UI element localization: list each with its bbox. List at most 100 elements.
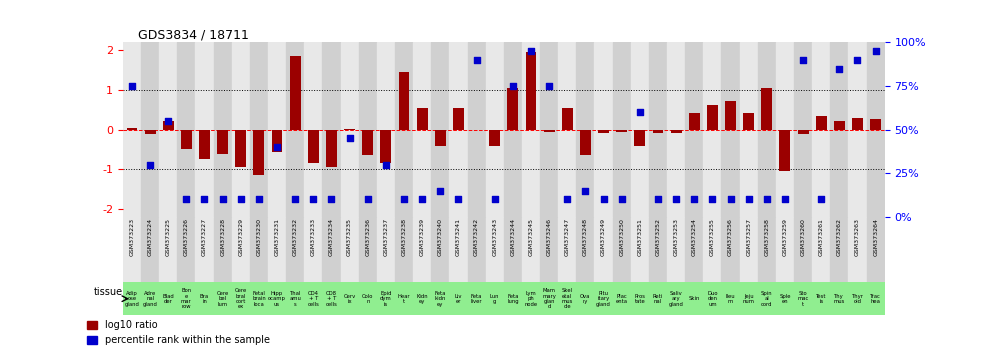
Text: Trac
hea: Trac hea bbox=[870, 293, 881, 304]
Text: Pros
tate: Pros tate bbox=[634, 293, 645, 304]
Text: Test
is: Test is bbox=[816, 293, 827, 304]
Bar bbox=[503, 282, 522, 315]
Bar bbox=[558, 282, 576, 315]
Text: Feta
lung: Feta lung bbox=[507, 293, 519, 304]
Bar bbox=[852, 118, 863, 130]
Bar bbox=[703, 217, 722, 282]
Bar bbox=[145, 130, 155, 135]
Bar bbox=[576, 217, 595, 282]
Bar bbox=[762, 88, 773, 130]
Text: Cerv
ix: Cerv ix bbox=[343, 293, 356, 304]
Bar bbox=[159, 42, 177, 217]
Bar bbox=[739, 282, 758, 315]
Bar bbox=[326, 130, 337, 167]
Point bbox=[469, 57, 485, 63]
Bar bbox=[141, 217, 159, 282]
Bar bbox=[308, 130, 318, 164]
Text: Mam
mary
glan
d: Mam mary glan d bbox=[543, 288, 556, 309]
Text: Ova
ry: Ova ry bbox=[580, 293, 591, 304]
Text: GSM373248: GSM373248 bbox=[583, 218, 588, 256]
Bar bbox=[359, 42, 376, 217]
Bar bbox=[213, 282, 232, 315]
Point bbox=[705, 197, 721, 202]
Bar bbox=[776, 282, 794, 315]
Point bbox=[306, 197, 321, 202]
Bar bbox=[848, 282, 867, 315]
Point bbox=[723, 197, 738, 202]
Text: Adre
nal
gland: Adre nal gland bbox=[143, 291, 157, 307]
Point bbox=[214, 197, 230, 202]
Bar bbox=[196, 282, 213, 315]
Point bbox=[686, 197, 702, 202]
Bar bbox=[177, 282, 196, 315]
Bar bbox=[794, 282, 812, 315]
Text: Spin
al
cord: Spin al cord bbox=[761, 291, 773, 307]
Text: GSM373236: GSM373236 bbox=[366, 218, 371, 256]
Bar bbox=[758, 42, 776, 217]
Text: GSM373253: GSM373253 bbox=[673, 218, 678, 256]
Point bbox=[868, 48, 884, 54]
Point bbox=[233, 197, 249, 202]
Bar bbox=[612, 217, 631, 282]
Bar bbox=[595, 42, 612, 217]
Bar bbox=[794, 42, 812, 217]
Bar bbox=[667, 42, 685, 217]
Bar bbox=[268, 217, 286, 282]
Bar bbox=[196, 42, 213, 217]
Point bbox=[741, 197, 757, 202]
Point bbox=[143, 162, 158, 167]
Point bbox=[450, 197, 466, 202]
Bar bbox=[235, 130, 246, 167]
Text: GSM373239: GSM373239 bbox=[420, 218, 425, 256]
Text: GSM373240: GSM373240 bbox=[437, 218, 442, 256]
Bar bbox=[413, 282, 432, 315]
Point bbox=[487, 197, 502, 202]
Text: CD8
+ T
cells: CD8 + T cells bbox=[325, 291, 337, 307]
Bar bbox=[453, 108, 464, 130]
Bar bbox=[449, 282, 468, 315]
Text: GSM373227: GSM373227 bbox=[202, 218, 207, 256]
Bar bbox=[322, 42, 340, 217]
Bar bbox=[758, 217, 776, 282]
Point bbox=[124, 83, 140, 89]
Text: GSM373228: GSM373228 bbox=[220, 218, 225, 256]
Text: GSM373234: GSM373234 bbox=[329, 218, 334, 256]
Text: Skin: Skin bbox=[688, 296, 700, 301]
Text: GSM373259: GSM373259 bbox=[782, 218, 787, 256]
Text: GSM373262: GSM373262 bbox=[837, 218, 841, 256]
Text: Thyr
oid: Thyr oid bbox=[851, 293, 863, 304]
Point bbox=[596, 197, 611, 202]
Point bbox=[613, 197, 629, 202]
Bar bbox=[526, 52, 537, 130]
Bar bbox=[867, 282, 885, 315]
Text: GSM373233: GSM373233 bbox=[311, 218, 316, 256]
Bar bbox=[177, 217, 196, 282]
Point bbox=[632, 109, 648, 115]
Bar bbox=[344, 129, 355, 130]
Text: Hear
t: Hear t bbox=[398, 293, 410, 304]
Text: GSM373242: GSM373242 bbox=[474, 218, 479, 256]
Bar bbox=[722, 42, 739, 217]
Bar bbox=[340, 282, 359, 315]
Bar bbox=[395, 282, 413, 315]
Bar bbox=[703, 42, 722, 217]
Bar bbox=[576, 42, 595, 217]
Text: Epid
dym
is: Epid dym is bbox=[380, 291, 392, 307]
Bar bbox=[685, 282, 703, 315]
Bar bbox=[739, 42, 758, 217]
Bar bbox=[848, 42, 867, 217]
Bar bbox=[649, 217, 667, 282]
Bar bbox=[196, 217, 213, 282]
Bar bbox=[634, 130, 645, 146]
Bar bbox=[848, 217, 867, 282]
Point bbox=[542, 83, 557, 89]
Bar bbox=[359, 217, 376, 282]
Point bbox=[197, 197, 212, 202]
Bar bbox=[434, 130, 445, 145]
Text: Sple
en: Sple en bbox=[780, 293, 790, 304]
Text: Sto
mac
t: Sto mac t bbox=[797, 291, 809, 307]
Bar bbox=[649, 42, 667, 217]
Bar bbox=[468, 217, 486, 282]
Text: Thy
mus: Thy mus bbox=[834, 293, 845, 304]
Bar bbox=[395, 42, 413, 217]
